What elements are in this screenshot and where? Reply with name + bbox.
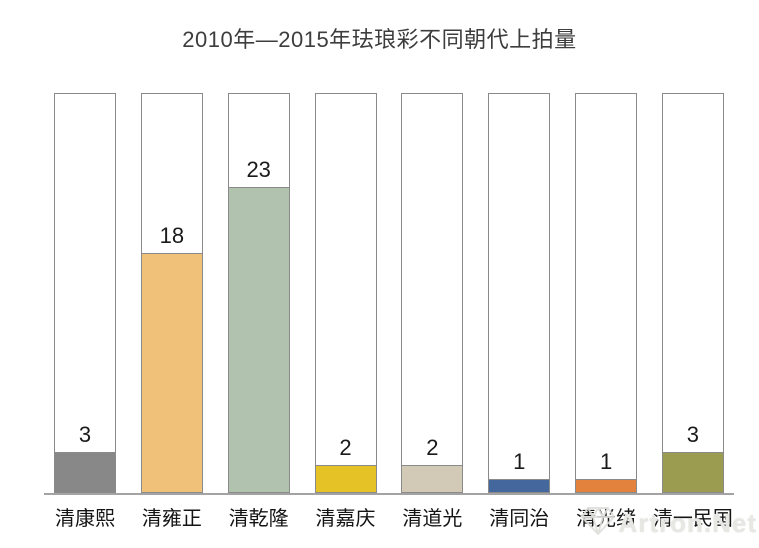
bar — [402, 465, 463, 492]
bar — [228, 187, 289, 492]
category-label: 清一民国 — [652, 508, 733, 530]
category-label: 清雍正 — [141, 508, 202, 530]
bar-value-label: 18 — [159, 223, 185, 248]
bar-frame: 1 — [488, 93, 551, 493]
category-label: 清乾隆 — [228, 508, 289, 530]
bar-frame: 18 — [140, 93, 203, 493]
bar — [55, 452, 115, 492]
category-label: 清嘉庆 — [315, 508, 376, 530]
bar-value-label: 2 — [426, 435, 439, 460]
bar-frame: 3 — [54, 93, 116, 493]
bar-value-label: 1 — [513, 449, 526, 474]
bar-chart: 3 清康熙 18 清雍正 23 清乾隆 2 清嘉庆 2 清道光 — [44, 93, 734, 530]
bar-value-label: 2 — [339, 435, 352, 460]
bar-column: 23 清乾隆 — [227, 93, 290, 530]
chart-title: 2010年—2015年珐琅彩不同朝代上拍量 — [182, 27, 577, 52]
bar-column: 1 清光绪 — [575, 93, 638, 530]
bar — [576, 479, 637, 492]
bar — [141, 253, 202, 492]
bar-frame: 23 — [227, 93, 290, 493]
bar-value-label: 3 — [78, 422, 92, 447]
bar-frame: 3 — [661, 93, 724, 493]
bar-column: 3 清康熙 — [54, 93, 116, 530]
bar-value-label: 23 — [246, 157, 271, 182]
bar-column: 18 清雍正 — [140, 93, 203, 530]
category-label: 清同治 — [489, 508, 550, 530]
category-label: 清道光 — [402, 508, 463, 530]
bar-column: 1 清同治 — [488, 93, 551, 530]
bar-value-label: 1 — [599, 449, 613, 474]
bar-column: 3 清一民国 — [653, 93, 733, 530]
category-label: 清光绪 — [576, 508, 637, 530]
bar-column: 2 清道光 — [401, 93, 464, 530]
bar-frame: 2 — [314, 93, 377, 493]
bar — [315, 465, 376, 492]
bar-column: 2 清嘉庆 — [314, 93, 377, 530]
bar — [662, 452, 723, 492]
bar-frame: 2 — [401, 93, 464, 493]
bar-frame: 1 — [575, 93, 638, 493]
category-label: 清康熙 — [55, 508, 115, 530]
bar-value-label: 3 — [686, 422, 700, 447]
bar — [489, 479, 550, 492]
